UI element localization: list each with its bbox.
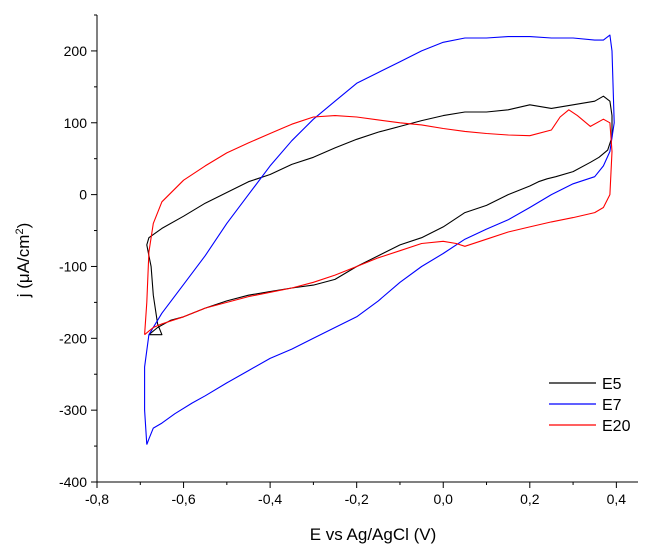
legend-label-e5: E5 bbox=[602, 376, 622, 393]
x-tick-label: 0,0 bbox=[434, 491, 454, 507]
y-tick-label: 100 bbox=[64, 115, 88, 131]
x-tick-label: -0,2 bbox=[345, 491, 369, 507]
legend: E5 E7 E20 bbox=[549, 376, 631, 435]
legend-label-e7: E7 bbox=[602, 397, 622, 414]
y-axis-title-mu: μ bbox=[14, 273, 33, 283]
x-axis-title: E vs Ag/AgCl (V) bbox=[310, 525, 437, 544]
plot-area bbox=[144, 34, 615, 445]
y-tick-label: 0 bbox=[79, 187, 87, 203]
y-axis-title: j (μA/cm2) bbox=[14, 223, 33, 299]
y-tick-label: -100 bbox=[59, 258, 87, 274]
y-tick-label: -300 bbox=[59, 402, 87, 418]
x-tick-label: 0,2 bbox=[520, 491, 540, 507]
y-axis-title-main: j ( bbox=[14, 283, 33, 299]
x-tick-label: 0,4 bbox=[607, 491, 627, 507]
y-axis-title-unit: A/cm bbox=[14, 235, 33, 274]
series-line-e20 bbox=[144, 109, 613, 336]
x-tick-label: -0,4 bbox=[258, 491, 282, 507]
series-line-e7 bbox=[144, 34, 615, 445]
y-axis-title-sup: 2 bbox=[14, 228, 26, 234]
y-axis-title-close: ) bbox=[14, 223, 33, 229]
x-tick-label: -0,6 bbox=[171, 491, 195, 507]
legend-label-e20: E20 bbox=[602, 418, 631, 435]
y-tick-label: -200 bbox=[59, 330, 87, 346]
ticks: -0,8 -0,6 -0,4 -0,2 0,0 0,2 0,4 -400 -300 -200 -10… bbox=[59, 14, 627, 507]
y-tick-label: 200 bbox=[64, 43, 88, 59]
y-tick-label: -400 bbox=[59, 474, 87, 490]
series-line-e5 bbox=[146, 95, 613, 336]
axes bbox=[96, 15, 638, 483]
x-tick-label: -0,8 bbox=[85, 491, 109, 507]
